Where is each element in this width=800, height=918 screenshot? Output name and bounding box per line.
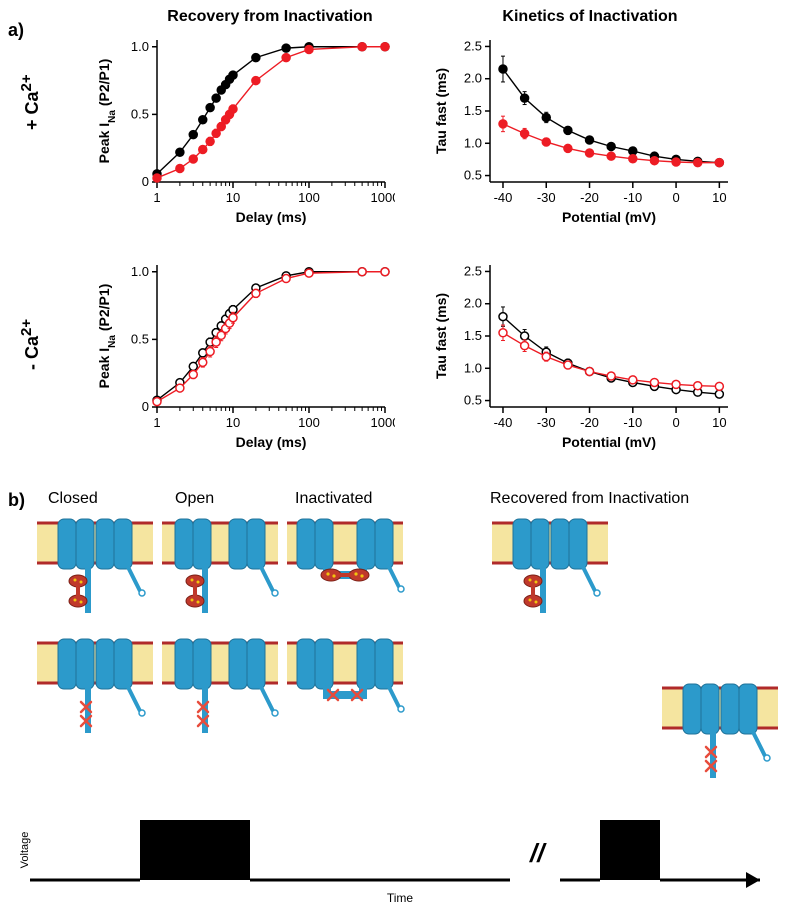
svg-text:Delay (ms): Delay (ms): [236, 434, 307, 450]
svg-text:10: 10: [226, 415, 240, 430]
plot-recovery-plus: 0 0.5 1.0 1 10 100 1000 Peak INa (P2/P1) Delay (…: [95, 30, 395, 230]
svg-text:Peak INa (P2/P1): Peak INa (P2/P1): [96, 284, 118, 389]
svg-text:-40: -40: [494, 415, 513, 430]
svg-text:Tau fast (ms): Tau fast (ms): [433, 68, 449, 154]
svg-text:0: 0: [672, 190, 679, 205]
svg-text:1: 1: [153, 190, 160, 205]
plot-kinetics-minus: 0.5 1.0 1.5 2.0 2.5 -40 -30 -20 -10 0 10 Tau fast (…: [430, 255, 740, 455]
plot-kinetics-plus: 0.5 1.0 1.5 2.0 2.5 -40 -30 -20 -10 0 10 Tau fast (…: [430, 30, 740, 230]
svg-text:0.5: 0.5: [464, 168, 482, 183]
svg-text:-20: -20: [580, 190, 599, 205]
col2-title: Kinetics of Inactivation: [460, 8, 720, 26]
svg-text:-20: -20: [580, 415, 599, 430]
plot-recovery-minus: 0 0.5 1.0 1 10 100 1000 Peak INa (P2/P1) Delay (…: [95, 255, 395, 455]
svg-text:1.5: 1.5: [464, 328, 482, 343]
svg-text:1.5: 1.5: [464, 103, 482, 118]
svg-text:1.0: 1.0: [131, 39, 149, 54]
col1-title: Recovery from Inactivation: [140, 8, 400, 26]
svg-text://: //: [529, 838, 547, 868]
svg-text:Time: Time: [387, 891, 414, 905]
svg-text:Voltage: Voltage: [20, 832, 31, 869]
svg-text:100: 100: [298, 190, 320, 205]
svg-text:-10: -10: [623, 415, 642, 430]
panel-a-label: a): [8, 20, 24, 41]
svg-text:100: 100: [298, 415, 320, 430]
svg-text:1.0: 1.0: [131, 264, 149, 279]
svg-text:-30: -30: [537, 415, 556, 430]
svg-text:1.0: 1.0: [464, 360, 482, 375]
row-minus-ca-label: - Ca2+: [18, 319, 43, 370]
svg-text:Delay (ms): Delay (ms): [236, 209, 307, 225]
panel-b-label: b): [8, 490, 25, 511]
svg-text:2.5: 2.5: [464, 263, 482, 278]
svg-text:0.5: 0.5: [131, 331, 149, 346]
svg-text:-40: -40: [494, 190, 513, 205]
svg-text:2.0: 2.0: [464, 296, 482, 311]
svg-text:0.5: 0.5: [464, 393, 482, 408]
svg-text:Peak INa (P2/P1): Peak INa (P2/P1): [96, 59, 118, 164]
state-closed-label: Closed: [48, 490, 98, 508]
svg-text:1: 1: [153, 415, 160, 430]
svg-text:Potential (mV): Potential (mV): [562, 209, 656, 225]
svg-text:1000: 1000: [371, 415, 395, 430]
state-inactivated-label: Inactivated: [295, 490, 372, 508]
row-plus-ca-label: + Ca2+: [18, 74, 43, 130]
state-open-label: Open: [175, 490, 214, 508]
svg-text:10: 10: [712, 415, 726, 430]
svg-text:0: 0: [142, 174, 149, 189]
svg-text:1000: 1000: [371, 190, 395, 205]
svg-text:-10: -10: [623, 190, 642, 205]
svg-text:Potential (mV): Potential (mV): [562, 434, 656, 450]
voltage-protocol: // Voltage Time: [20, 790, 780, 910]
svg-text:10: 10: [226, 190, 240, 205]
svg-text:2.0: 2.0: [464, 71, 482, 86]
svg-text:-30: -30: [537, 190, 556, 205]
svg-text:0: 0: [672, 415, 679, 430]
svg-text:1.0: 1.0: [464, 135, 482, 150]
figure-root: a) Recovery from Inactivation Kinetics o…: [0, 0, 800, 918]
svg-text:0: 0: [142, 399, 149, 414]
svg-text:0.5: 0.5: [131, 106, 149, 121]
svg-text:2.5: 2.5: [464, 38, 482, 53]
svg-text:Tau fast (ms): Tau fast (ms): [433, 293, 449, 379]
state-recovered-label: Recovered from Inactivation: [490, 490, 689, 508]
svg-text:10: 10: [712, 190, 726, 205]
